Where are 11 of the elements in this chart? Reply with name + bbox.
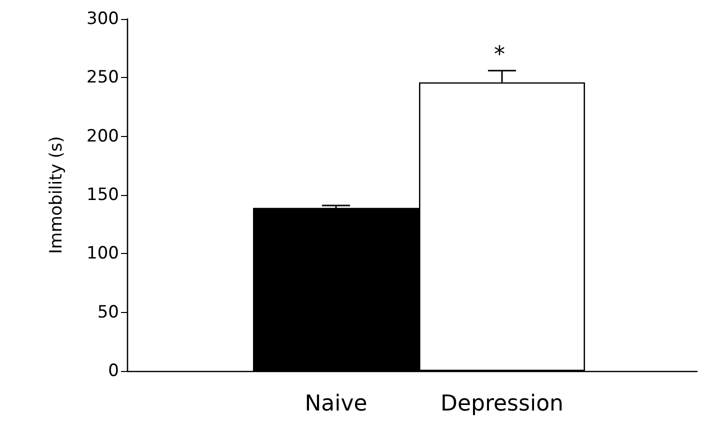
y-axis-title: Immobility (s) — [46, 136, 66, 254]
y-tick-label: 200 — [86, 126, 119, 146]
y-tick-label: 150 — [86, 185, 119, 205]
annotation: * — [494, 42, 505, 68]
y-tick-label: 100 — [86, 244, 119, 264]
y-tick-label: 300 — [86, 9, 119, 29]
x-tick-label: Depression — [440, 392, 564, 416]
y-tick-label: 0 — [108, 361, 119, 381]
x-tick-label: Naive — [304, 392, 368, 416]
y-tick-label: 250 — [86, 68, 119, 88]
y-tick-label: 50 — [97, 302, 119, 322]
